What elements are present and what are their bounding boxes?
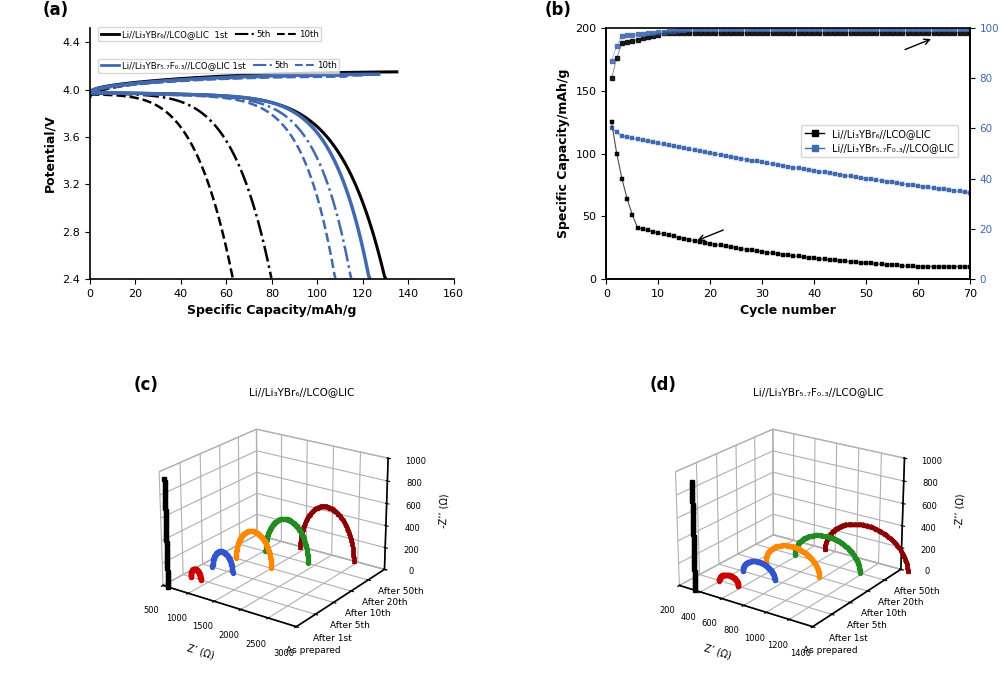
Legend: Li//Li₃YBr₅.₇F₀.₃//LCO@LIC 1st, 5th, 10th: Li//Li₃YBr₅.₇F₀.₃//LCO@LIC 1st, 5th, 10t… (98, 59, 339, 73)
Text: (c): (c) (134, 376, 159, 393)
Text: (b): (b) (545, 1, 571, 20)
Text: Li//Li₃YBr₆//LCO@LIC: Li//Li₃YBr₆//LCO@LIC (249, 387, 355, 397)
X-axis label: Z’ (Ω): Z’ (Ω) (703, 643, 732, 661)
Text: Li//Li₃YBr₅.₇F₀.₃//LCO@LIC: Li//Li₃YBr₅.₇F₀.₃//LCO@LIC (753, 387, 884, 397)
X-axis label: Specific Capacity/mAh/g: Specific Capacity/mAh/g (187, 304, 357, 318)
Text: (d): (d) (650, 376, 677, 393)
Text: (a): (a) (43, 1, 69, 20)
X-axis label: Cycle number: Cycle number (740, 304, 836, 318)
X-axis label: Z’ (Ω): Z’ (Ω) (186, 643, 216, 661)
Y-axis label: Potential/V: Potential/V (44, 115, 57, 193)
Legend: Li//Li₃YBr₆//LCO@LIC, Li//Li₃YBr₅.₇F₀.₃//LCO@LIC: Li//Li₃YBr₆//LCO@LIC, Li//Li₃YBr₅.₇F₀.₃/… (801, 125, 958, 158)
Y-axis label: Specific Capacity/mAh/g: Specific Capacity/mAh/g (557, 69, 570, 238)
